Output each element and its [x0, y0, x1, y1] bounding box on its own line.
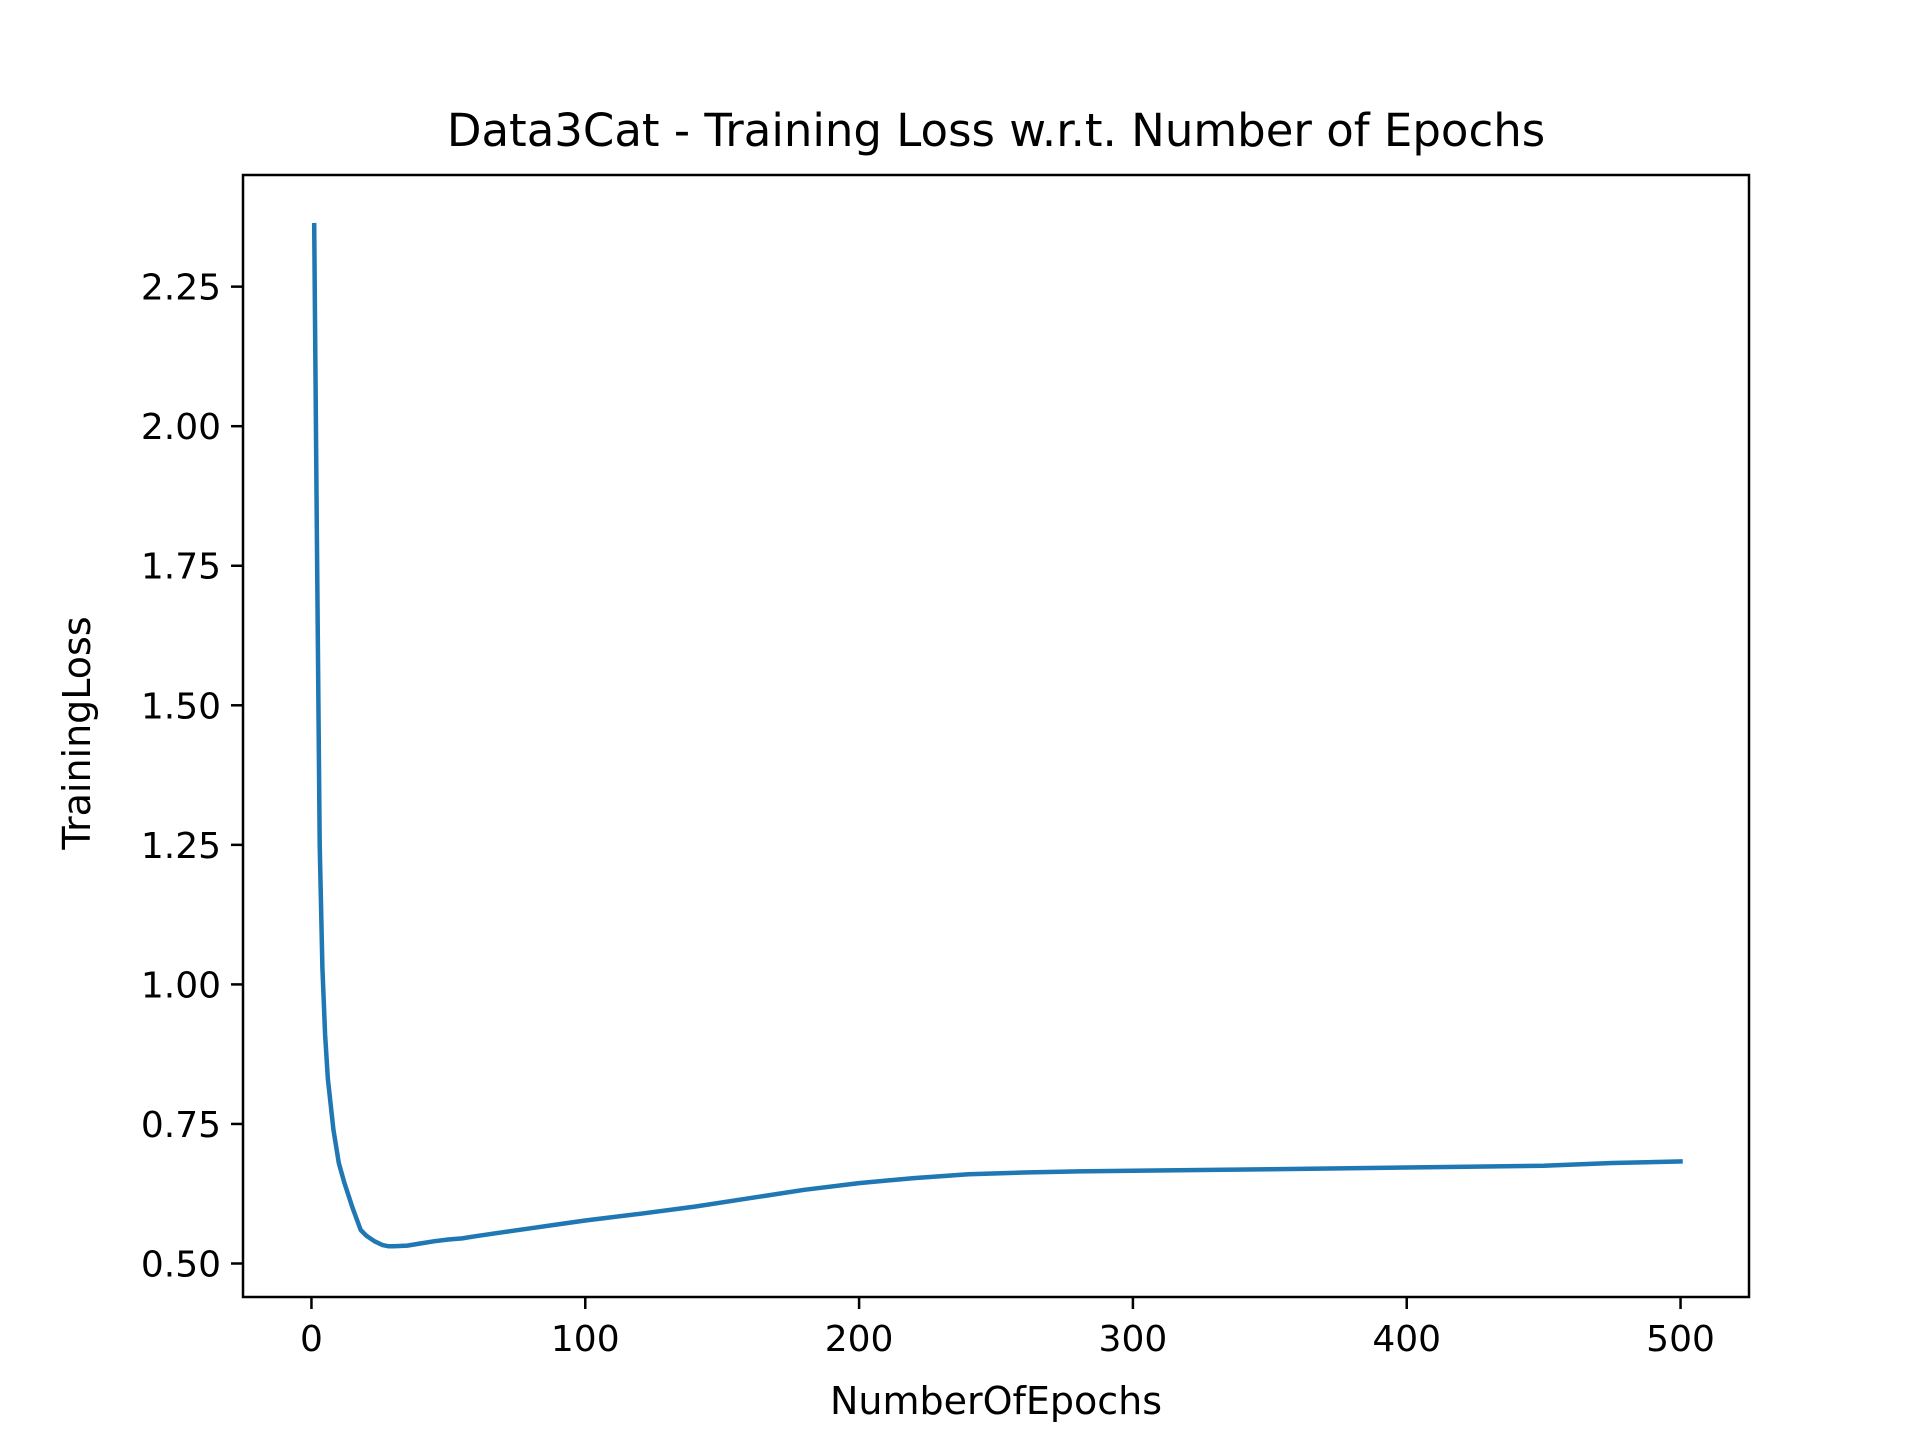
ticks-layer: 0 100 200 300 400 500 0.50 0.75 1.00 1.25 1.50 1.75… — [141, 268, 1715, 1360]
x-tick-label: 100 — [551, 1319, 620, 1360]
x-tick-label: 500 — [1646, 1319, 1715, 1360]
y-tick-label: 1.75 — [141, 547, 221, 588]
series-layer — [311, 222, 1683, 1249]
y-axis-label: TrainingLoss — [55, 616, 99, 850]
x-tick-label: 400 — [1372, 1319, 1441, 1360]
x-tick-label: 300 — [1099, 1319, 1168, 1360]
y-tick-label: 1.50 — [141, 686, 221, 727]
y-tick-label: 2.25 — [141, 268, 221, 309]
x-tick-label: 0 — [300, 1319, 323, 1360]
y-tick-label: 2.00 — [141, 407, 221, 448]
x-axis-label: NumberOfEpochs — [830, 1379, 1162, 1423]
x-tick-label: 200 — [825, 1319, 894, 1360]
y-tick-label: 0.50 — [141, 1245, 221, 1286]
y-tick-label: 0.75 — [141, 1105, 221, 1146]
y-tick-label: 1.00 — [141, 965, 221, 1006]
series-line — [311, 222, 1683, 1249]
chart-title: Data3Cat - Training Loss w.r.t. Number o… — [447, 104, 1545, 157]
y-tick-label: 1.25 — [141, 826, 221, 867]
plot-frame — [241, 173, 1751, 1299]
